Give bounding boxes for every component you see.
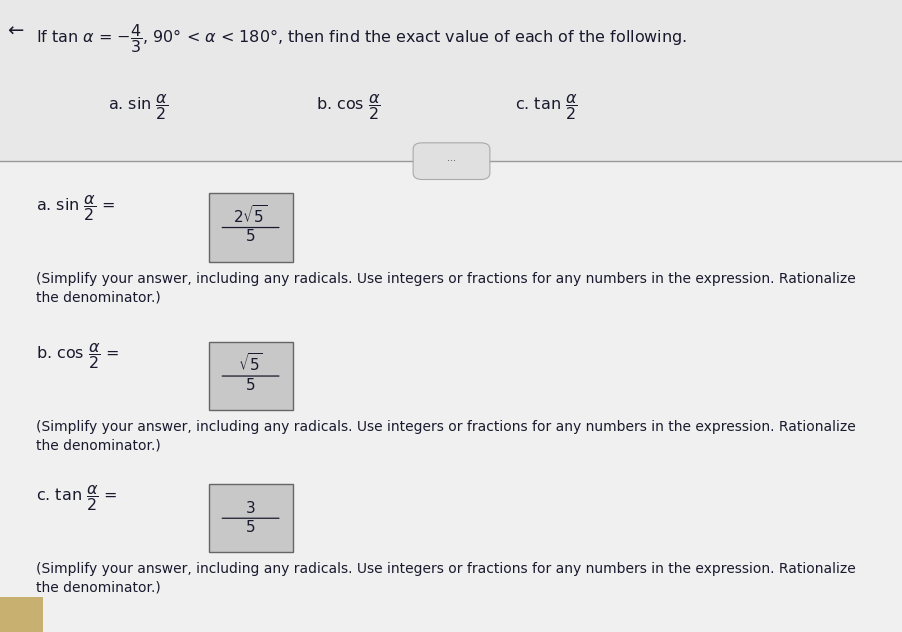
Text: If tan $\alpha$ = $-\dfrac{4}{3}$, 90° < $\alpha$ < 180°, then find the exact va: If tan $\alpha$ = $-\dfrac{4}{3}$, 90° <…	[36, 22, 686, 55]
Text: (Simplify your answer, including any radicals. Use integers or fractions for any: (Simplify your answer, including any rad…	[36, 272, 855, 304]
FancyBboxPatch shape	[208, 342, 292, 410]
Text: ···: ···	[446, 156, 456, 166]
Text: a. sin $\dfrac{\alpha}{2}$: a. sin $\dfrac{\alpha}{2}$	[108, 92, 169, 121]
Bar	[0, 0, 902, 161]
Text: $\sqrt{5}$: $\sqrt{5}$	[238, 352, 262, 374]
FancyBboxPatch shape	[208, 193, 292, 262]
Text: c. tan $\dfrac{\alpha}{2}$ =: c. tan $\dfrac{\alpha}{2}$ =	[36, 483, 117, 513]
FancyBboxPatch shape	[413, 143, 489, 179]
Text: 3: 3	[245, 501, 255, 516]
Bar	[0, 597, 43, 632]
Text: a. sin $\dfrac{\alpha}{2}$ =: a. sin $\dfrac{\alpha}{2}$ =	[36, 193, 115, 222]
Text: b. cos $\dfrac{\alpha}{2}$ =: b. cos $\dfrac{\alpha}{2}$ =	[36, 341, 120, 371]
Text: (Simplify your answer, including any radicals. Use integers or fractions for any: (Simplify your answer, including any rad…	[36, 420, 855, 453]
FancyBboxPatch shape	[208, 484, 292, 552]
Text: 5: 5	[245, 378, 255, 393]
Text: c. tan $\dfrac{\alpha}{2}$: c. tan $\dfrac{\alpha}{2}$	[514, 92, 577, 121]
Text: 5: 5	[245, 229, 255, 245]
Bar	[0, 161, 902, 632]
Text: ←: ←	[7, 22, 23, 41]
Text: b. cos $\dfrac{\alpha}{2}$: b. cos $\dfrac{\alpha}{2}$	[316, 92, 381, 121]
Text: (Simplify your answer, including any radicals. Use integers or fractions for any: (Simplify your answer, including any rad…	[36, 562, 855, 595]
Text: 5: 5	[245, 520, 255, 535]
Text: $2\sqrt{5}$: $2\sqrt{5}$	[233, 204, 268, 226]
